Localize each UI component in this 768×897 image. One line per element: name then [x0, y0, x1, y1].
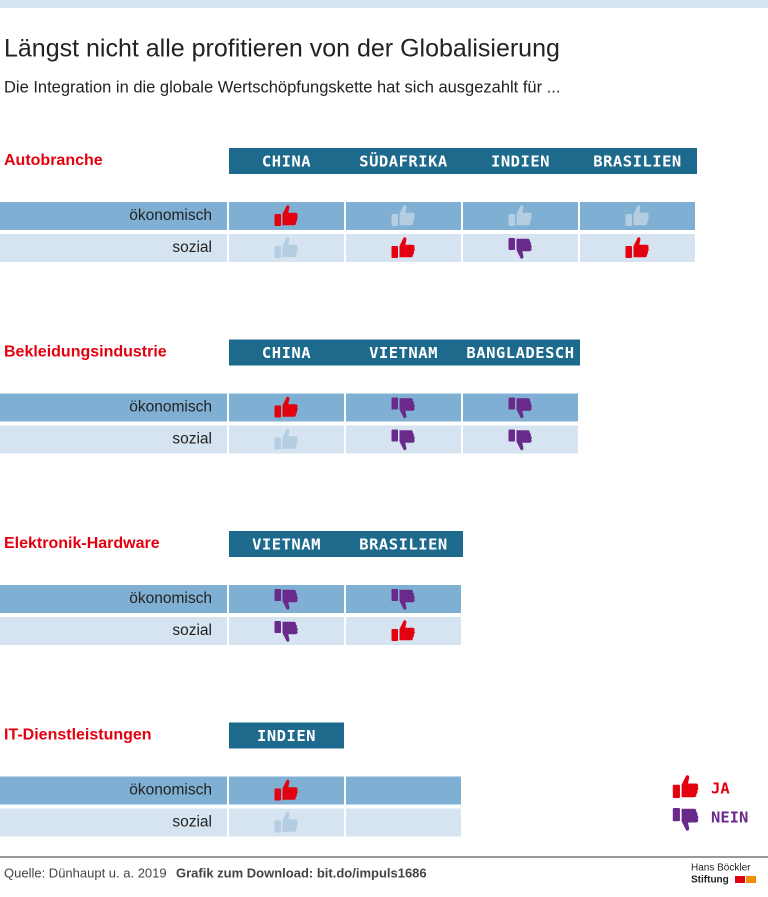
source: Quelle: Dünhaupt u. a. 2019 — [4, 865, 167, 880]
country-header: BRASILIEN — [359, 536, 448, 554]
legend-label: JA — [711, 780, 730, 798]
row-label: ökonomisch — [129, 399, 212, 416]
logo-mark — [746, 876, 756, 883]
header-bar — [229, 722, 344, 749]
cell — [346, 776, 461, 805]
logo-text: Stiftung — [691, 875, 729, 886]
row-band — [0, 234, 227, 262]
section-label: Autobranche — [4, 152, 103, 169]
row-band — [0, 202, 227, 230]
row-label: sozial — [172, 622, 212, 639]
top-stripe — [0, 0, 768, 8]
row-band — [0, 393, 227, 422]
country-header: INDIEN — [491, 153, 550, 171]
country-header: BANGLADESCH — [466, 344, 574, 362]
row-band — [0, 585, 227, 613]
row-band — [0, 808, 227, 837]
row-label: ökonomisch — [129, 207, 212, 224]
section-label: IT-Dienstleistungen — [4, 727, 152, 744]
row-label: sozial — [172, 239, 212, 256]
row-label: ökonomisch — [129, 782, 212, 799]
country-header: CHINA — [262, 153, 311, 171]
row-band — [0, 617, 227, 645]
country-header: INDIEN — [257, 727, 316, 745]
country-header: SÜDAFRIKA — [359, 152, 448, 171]
row-band — [0, 776, 227, 805]
section-label: Bekleidungsindustrie — [4, 344, 167, 361]
title: Längst nicht alle profitieren von der Gl… — [4, 35, 560, 63]
thumb-down — [672, 808, 699, 831]
country-header: BRASILIEN — [593, 153, 682, 171]
section-label: Elektronik-Hardware — [4, 535, 160, 552]
header-bar — [229, 531, 463, 557]
row-label: ökonomisch — [129, 590, 212, 607]
header-bar — [229, 148, 697, 174]
row-band — [0, 425, 227, 454]
logo-mark — [735, 876, 745, 883]
country-header: VIETNAM — [252, 536, 321, 554]
legend-label: NEIN — [711, 809, 748, 827]
logo-text: Hans Böckler — [691, 863, 751, 874]
thumb-up — [672, 775, 699, 798]
country-header: VIETNAM — [369, 344, 438, 362]
country-header: CHINA — [262, 344, 311, 362]
subtitle: Die Integration in die globale Wertschöp… — [4, 78, 560, 96]
header-bar — [229, 339, 580, 366]
cell — [346, 808, 461, 837]
row-label: sozial — [172, 431, 212, 448]
download: Grafik zum Download: bit.do/impuls1686 — [176, 865, 427, 880]
row-label: sozial — [172, 814, 212, 831]
